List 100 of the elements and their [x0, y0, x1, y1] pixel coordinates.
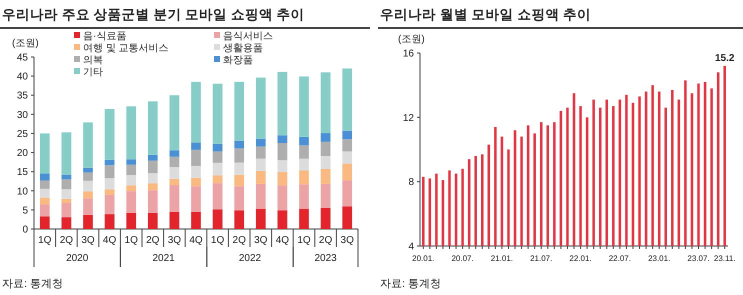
- bar: [191, 150, 201, 166]
- bar: [191, 186, 201, 212]
- bar: [40, 204, 50, 216]
- bar: [320, 72, 330, 134]
- bar: [148, 190, 158, 213]
- x-tick-label: 3Q: [254, 235, 268, 246]
- bar: [40, 216, 50, 229]
- bar: [40, 174, 50, 180]
- bar: [299, 184, 309, 209]
- bar: [299, 158, 309, 171]
- bar: [170, 156, 180, 168]
- x-tick-label: 4Q: [276, 235, 290, 246]
- bar: [320, 133, 330, 142]
- chart-title: 우리나라 주요 상품군별 분기 모바일 쇼핑액 추이: [2, 7, 305, 22]
- text: 2021: [152, 253, 176, 264]
- bar: [40, 188, 50, 198]
- x-tick-label: 20.01.: [412, 254, 434, 263]
- data-label: 15.2: [714, 52, 735, 64]
- text: 자료: 통계청: [2, 278, 64, 290]
- chart-title: 우리나라 월별 모바일 쇼핑액 추이: [380, 7, 592, 22]
- bar: [256, 138, 266, 146]
- bar: [234, 186, 244, 210]
- y-axis-title: (조원): [12, 38, 39, 49]
- x-tick-label: 21.07.: [530, 254, 552, 263]
- y-tick-label: 20: [16, 148, 28, 160]
- bar: [212, 183, 222, 210]
- bar: [191, 142, 201, 150]
- x-tick-label: 1Q: [124, 235, 138, 246]
- x-tick-label: 23.07.: [687, 254, 710, 263]
- bar: [342, 130, 352, 140]
- x-tick-label: 1Q: [297, 235, 311, 246]
- bar: [234, 82, 244, 141]
- x-tick-label: 2Q: [318, 235, 332, 246]
- bar: [278, 185, 288, 210]
- y-tick-label: 25: [16, 128, 28, 140]
- bar: [342, 164, 352, 180]
- y-tick-label: 12: [402, 112, 414, 124]
- bar: [104, 194, 114, 214]
- x-tick-label: 20.07.: [451, 254, 474, 263]
- x-tick-label: 2Q: [232, 235, 246, 246]
- bar: [126, 191, 136, 213]
- bar: [83, 180, 93, 192]
- x-tick-label: 1Q: [210, 235, 224, 246]
- x-tick-label: 2Q: [60, 235, 74, 246]
- bar: [40, 198, 50, 205]
- bar: [148, 101, 158, 155]
- text: 자료: 통계청: [380, 278, 442, 290]
- bar: [320, 168, 330, 184]
- bar: [104, 165, 114, 178]
- y-tick-label: 0: [22, 224, 28, 236]
- bar: [234, 140, 244, 148]
- legend-label: 음식서비스: [223, 31, 273, 42]
- bar: [148, 160, 158, 174]
- bar: [299, 170, 309, 184]
- bar: [191, 82, 201, 143]
- bar: [256, 208, 266, 229]
- bar: [170, 212, 180, 229]
- bar: [170, 150, 180, 157]
- bar: [62, 198, 72, 204]
- bar: [299, 208, 309, 229]
- y-tick-label: 35: [16, 90, 28, 102]
- bar: [191, 178, 201, 186]
- bar: [320, 184, 330, 208]
- bar: [126, 159, 136, 165]
- bar: [62, 174, 72, 180]
- bar: [256, 78, 266, 139]
- bar: [83, 214, 93, 229]
- legend-label: 화장품: [223, 55, 253, 66]
- y-tick-label: 16: [402, 48, 414, 60]
- bar: [212, 175, 222, 184]
- bar: [320, 156, 330, 169]
- bar: [212, 151, 222, 163]
- bar: [148, 184, 158, 190]
- bar: [62, 132, 72, 175]
- legend-label: 의복: [83, 55, 103, 66]
- y-tick-label: 4: [408, 242, 414, 252]
- bar: [62, 217, 72, 229]
- x-tick-label: 22.01.: [569, 254, 592, 263]
- bar: [278, 160, 288, 172]
- x-tick-label: 23.01.: [648, 254, 670, 263]
- x-tick-label: 3Q: [168, 235, 182, 246]
- bar: [104, 108, 114, 160]
- bar: [83, 198, 93, 215]
- text: 2023: [314, 253, 338, 264]
- bar: [278, 143, 288, 160]
- bar: [212, 144, 222, 152]
- bar: [342, 206, 352, 229]
- bar: [62, 189, 72, 199]
- bar: [299, 76, 309, 137]
- bar: [83, 172, 93, 181]
- bar: [320, 142, 330, 156]
- text: 2020: [66, 253, 89, 264]
- legend-label: 여행 및 교통서비스: [83, 43, 169, 54]
- x-tick-label: 1Q: [38, 235, 52, 246]
- x-tick-label: 3Q: [340, 235, 354, 246]
- bar: [40, 180, 50, 189]
- bar: [278, 135, 288, 143]
- bar: [342, 139, 352, 152]
- legend-label: 생활용품: [223, 43, 263, 54]
- bar: [191, 166, 201, 178]
